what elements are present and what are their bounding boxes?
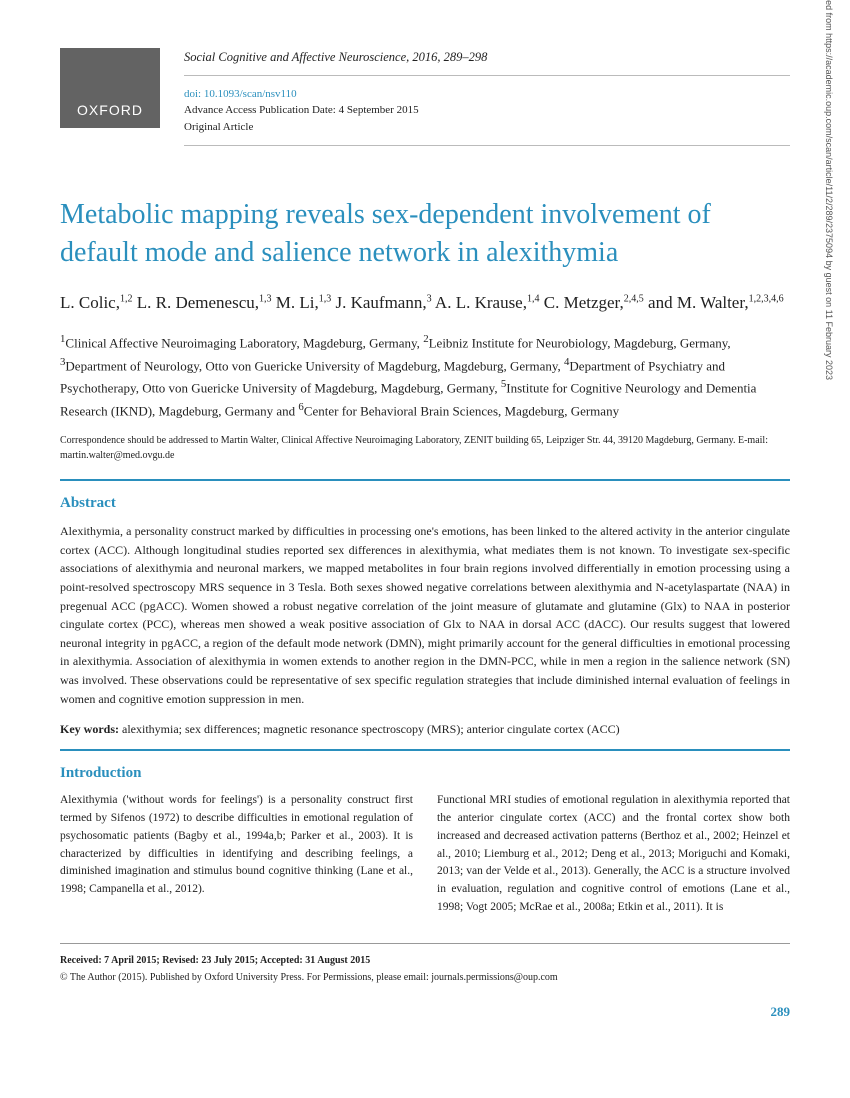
intro-para-2: Functional MRI studies of emotional regu… bbox=[437, 792, 790, 917]
header-meta: Social Cognitive and Affective Neuroscie… bbox=[184, 48, 790, 146]
journal-pages: 289–298 bbox=[444, 50, 488, 64]
keywords-text: alexithymia; sex differences; magnetic r… bbox=[122, 722, 620, 736]
journal-citation: Social Cognitive and Affective Neuroscie… bbox=[184, 48, 790, 76]
journal-year: 2016 bbox=[412, 50, 437, 64]
copyright-line: © The Author (2015). Published by Oxford… bbox=[60, 969, 790, 986]
publisher-badge: OXFORD bbox=[60, 48, 160, 128]
section-rule bbox=[60, 749, 790, 751]
article-type: Original Article bbox=[184, 119, 790, 136]
introduction-body: Alexithymia ('without words for feelings… bbox=[60, 792, 790, 917]
header-row: OXFORD Social Cognitive and Affective Ne… bbox=[60, 48, 790, 146]
footer-rule bbox=[60, 943, 790, 944]
download-note: Downloaded from https://academic.oup.com… bbox=[824, 0, 834, 380]
page-number: 289 bbox=[60, 1004, 790, 1020]
footer-meta: Received: 7 April 2015; Revised: 23 July… bbox=[60, 952, 790, 986]
section-rule bbox=[60, 479, 790, 481]
keywords: Key words: alexithymia; sex differences;… bbox=[60, 722, 790, 737]
article-title: Metabolic mapping reveals sex-dependent … bbox=[60, 196, 790, 272]
abstract-heading: Abstract bbox=[60, 495, 790, 512]
introduction-heading: Introduction bbox=[60, 765, 790, 782]
journal-name: Social Cognitive and Affective Neuroscie… bbox=[184, 50, 406, 64]
correspondence: Correspondence should be addressed to Ma… bbox=[60, 433, 790, 463]
abstract-text: Alexithymia, a personality construct mar… bbox=[60, 522, 790, 708]
received-dates: Received: 7 April 2015; Revised: 23 July… bbox=[60, 952, 790, 969]
author-list: L. Colic,1,2 L. R. Demenescu,1,3 M. Li,1… bbox=[60, 290, 790, 316]
advance-access-date: Advance Access Publication Date: 4 Septe… bbox=[184, 102, 790, 119]
intro-para-1: Alexithymia ('without words for feelings… bbox=[60, 792, 413, 899]
affiliations: 1Clinical Affective Neuroimaging Laborat… bbox=[60, 331, 790, 421]
keywords-label: Key words: bbox=[60, 722, 119, 736]
doi-link[interactable]: doi: 10.1093/scan/nsv110 bbox=[184, 86, 790, 103]
